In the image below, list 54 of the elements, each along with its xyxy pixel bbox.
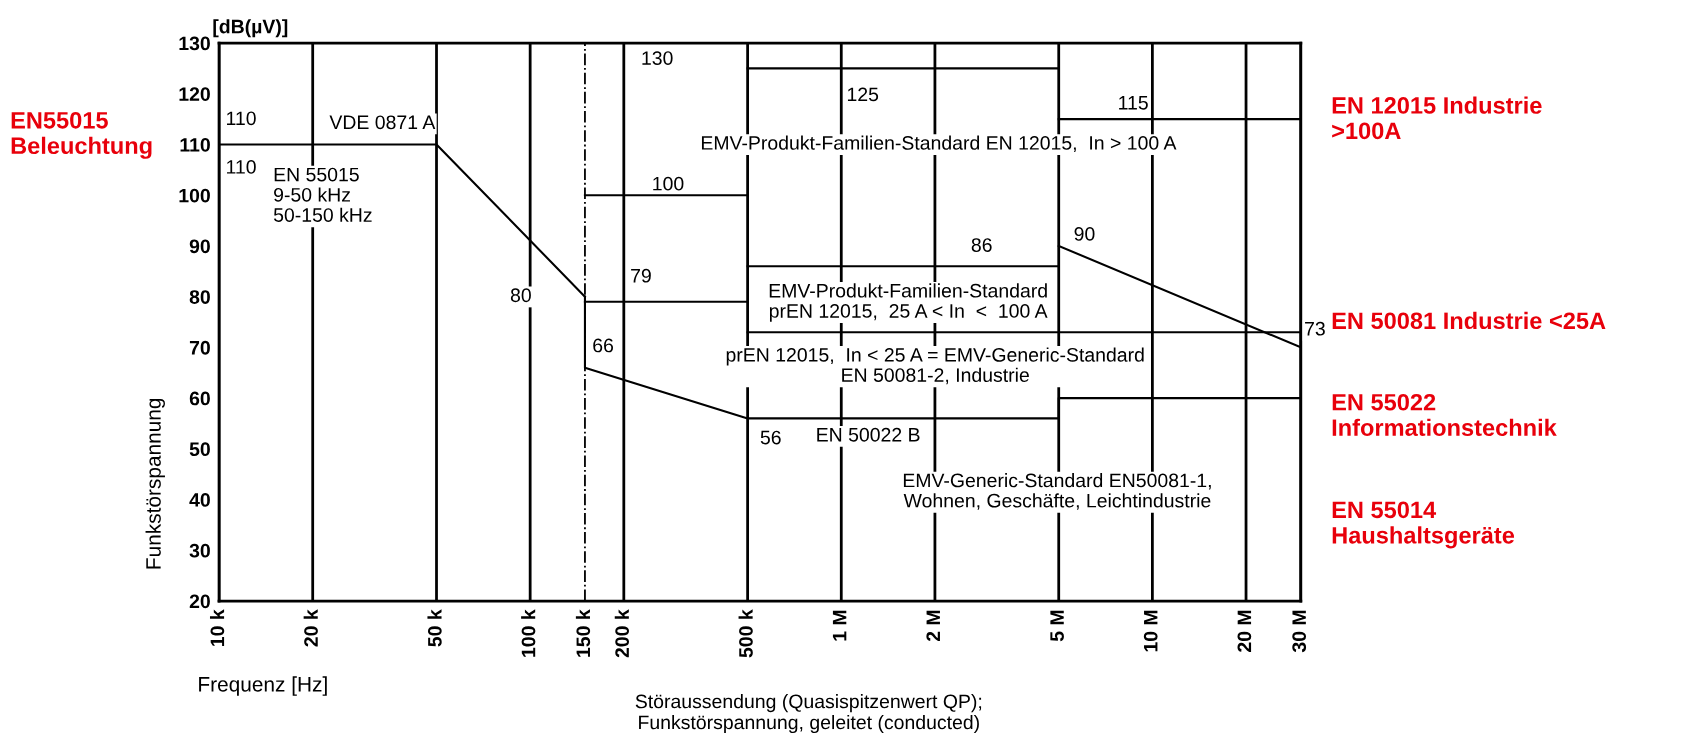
x-tick-label: 10 M: [1143, 610, 1158, 652]
y-tick-label: 20: [189, 594, 210, 609]
annotation: 56: [760, 430, 781, 445]
annotation: EN 50022 B: [817, 427, 920, 442]
x-tick-label: 200 k: [614, 609, 630, 658]
text: EN 50081 Industrie <25A: [1332, 311, 1606, 330]
y-tick-label: 120: [179, 87, 210, 101]
x-tick-label: 5 M: [1050, 610, 1064, 642]
text: Störaussendung (Quasispitzenwert QP); Funkstörspannung, geleitet (conducted): [635, 694, 982, 734]
annotation: EMV-Produkt-Familien-Standard EN 12015, In > 100 A: [701, 135, 1177, 153]
annotation: 100: [653, 176, 684, 191]
annotation: prEN 12015, In < 25 A = EMV-Generic-Standard EN 50081-2, Industrie: [726, 347, 1144, 385]
text: EN55015 Beleuchtung: [11, 111, 152, 159]
annotation: 66: [593, 338, 614, 353]
annotation: 79: [631, 268, 651, 283]
y-tick-label: 130: [179, 36, 210, 51]
annotation: 86: [971, 238, 992, 252]
text: 73: [1305, 321, 1325, 336]
x-tick-label: 50 k: [427, 609, 442, 647]
x-tick-label: 10 k: [209, 609, 225, 646]
annotation: EMV-Generic-Standard EN50081-1, Wohnen, Geschäfte, Leichtindustrie: [903, 473, 1211, 510]
annotation: 125: [847, 87, 879, 102]
y-tick-label: 30: [189, 543, 210, 558]
annotation: 80: [510, 288, 531, 303]
y-tick-label: 70: [189, 340, 210, 355]
x-tick-label: 2 M: [926, 610, 940, 642]
y-tick-label: 60: [189, 391, 210, 406]
text: EN 55014 Haushaltsgeräte: [1332, 501, 1515, 549]
y-axis-title: Funkstörspannung: [145, 398, 165, 569]
y-tick-label: 50: [189, 442, 210, 457]
annotation: 90: [1074, 226, 1095, 241]
y-tick-label: 90: [189, 239, 210, 254]
y-tick-label: 100: [179, 188, 210, 203]
x-tick-label: 150 k: [575, 609, 591, 657]
annotation: 110: [227, 111, 256, 126]
y-tick-label: 40: [189, 493, 210, 507]
x-tick-label: 30 M: [1292, 610, 1307, 653]
x-tick-label: 500 k: [738, 609, 753, 658]
x-tick-label: 1 M: [832, 610, 847, 641]
y-tick-label: 80: [189, 290, 210, 304]
x-tick-label: 100 k: [521, 609, 536, 657]
annotation: 130: [642, 51, 673, 65]
text: EN 12015 Industrie >100A: [1332, 96, 1542, 140]
text: [dB(µV)]: [213, 19, 288, 38]
text: EN 55022 Informationstechnik: [1332, 393, 1557, 437]
annotation: 115: [1119, 96, 1148, 110]
x-tick-label: 20 M: [1237, 610, 1252, 652]
x-tick-label: 20 k: [303, 609, 318, 647]
x-axis-title: Frequenz [Hz]: [199, 676, 327, 696]
annotation: EN 55015 9-50 kHz 50-150 kHz: [273, 167, 372, 222]
annotation: 110: [227, 160, 256, 174]
annotation: EMV-Produkt-Familien-Standard prEN 12015, 25 A < In < 100 A: [769, 283, 1048, 322]
y-tick-label: 110: [180, 137, 210, 152]
annotation: VDE 0871 A: [329, 115, 436, 130]
